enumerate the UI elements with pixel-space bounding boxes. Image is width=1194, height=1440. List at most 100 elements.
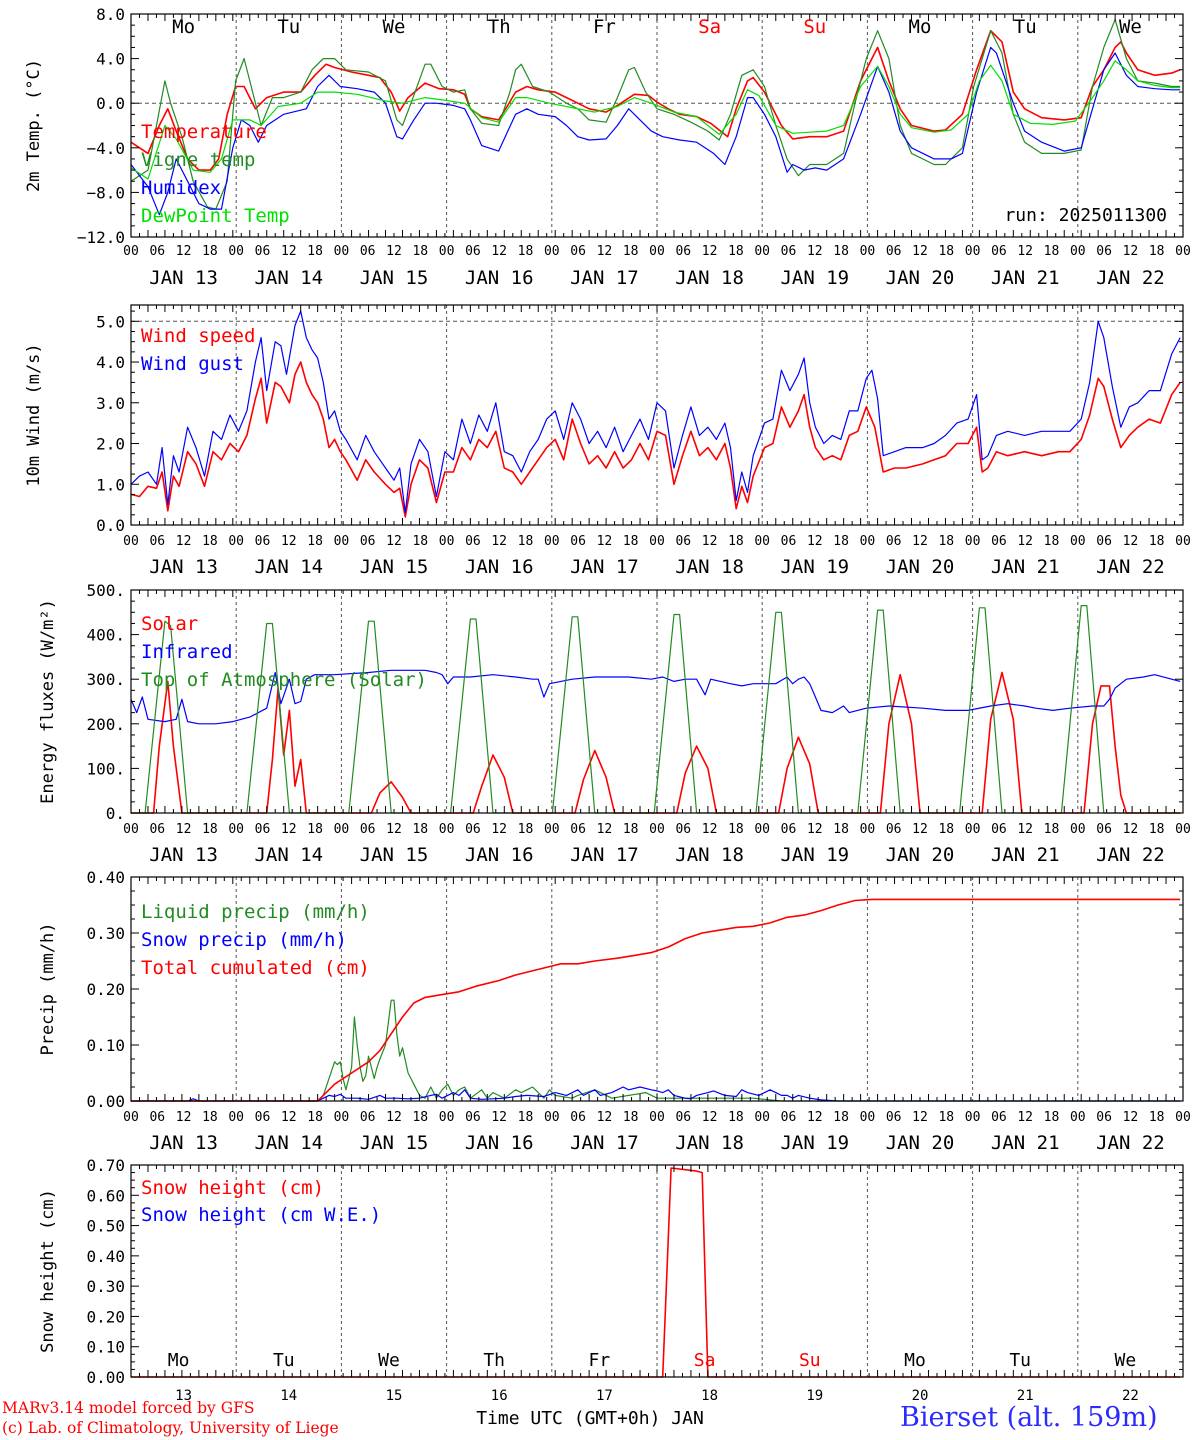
credit-line-1: MARv3.14 model forced by GFS — [2, 1399, 255, 1417]
y-tick-label: 0.60 — [86, 1186, 125, 1205]
series-line-dewpoint-temp — [130, 60, 1181, 180]
legend-entry: Liquid precip (mm/h) — [141, 901, 370, 923]
hour-tick-label: 18 — [202, 244, 218, 259]
hour-tick-label: 12 — [912, 244, 928, 259]
date-label: JAN 19 — [780, 556, 849, 578]
hour-tick-label: 18 — [623, 244, 639, 259]
date-label: JAN 19 — [780, 267, 849, 289]
date-label: JAN 20 — [886, 556, 955, 578]
hour-tick-label: 06 — [886, 244, 902, 259]
hour-tick-label: 12 — [491, 244, 507, 259]
hour-tick-label: 06 — [255, 822, 271, 837]
hour-tick-label: 06 — [675, 822, 691, 837]
hour-tick-label: 18 — [518, 244, 534, 259]
legend-entry: Temperature — [141, 121, 267, 143]
hour-tick-label: 06 — [886, 534, 902, 549]
date-label: JAN 16 — [465, 1132, 534, 1154]
hour-tick-label: 18 — [728, 244, 744, 259]
weekday-label: Fr — [593, 16, 616, 38]
plot-frame — [130, 13, 1184, 238]
hour-tick-label: 00 — [334, 822, 350, 837]
series-line-snow-height-cm — [131, 1167, 1181, 1378]
y-tick-label: 4.0 — [96, 353, 125, 372]
day-number-label: 13 — [175, 1388, 192, 1404]
hour-tick-label: 06 — [465, 534, 481, 549]
y-tick-label: 0.00 — [86, 1092, 125, 1111]
hour-tick-label: 00 — [1070, 822, 1086, 837]
weekday-label: Mo — [168, 1350, 190, 1371]
hour-tick-label: 18 — [728, 534, 744, 549]
date-label: JAN 22 — [1096, 267, 1165, 289]
hour-tick-label: 18 — [307, 534, 323, 549]
legend-entry: Wind speed — [141, 325, 255, 347]
hour-tick-label: 18 — [412, 244, 428, 259]
y-tick-label: 0.10 — [86, 1338, 125, 1357]
station-name: Bierset (alt. 159m) — [900, 1402, 1158, 1433]
hour-tick-label: 06 — [149, 1110, 165, 1125]
hour-tick-label: 12 — [807, 534, 823, 549]
date-label: JAN 21 — [991, 267, 1060, 289]
hour-tick-label: 00 — [860, 822, 876, 837]
hour-tick-label: 18 — [1044, 822, 1060, 837]
y-tick-label: 0.0 — [96, 94, 125, 113]
hour-tick-label: 06 — [360, 534, 376, 549]
hour-tick-label: 00 — [649, 822, 665, 837]
hour-tick-label: 12 — [1017, 534, 1033, 549]
hour-tick-label: 18 — [623, 822, 639, 837]
y-axis-label: 10m Wind (m/s) — [24, 343, 44, 486]
hour-tick-label: 12 — [702, 1110, 718, 1125]
legend-entry: DewPoint Temp — [141, 205, 290, 227]
hour-tick-label: 18 — [833, 822, 849, 837]
hour-tick-label: 06 — [991, 1110, 1007, 1125]
y-tick-label: 0.20 — [86, 980, 125, 999]
energy-panel: 0. 100. 200. 300. 400. 500. Energy fluxes (W/m… — [38, 581, 1191, 866]
y-tick-label: 1.0 — [96, 475, 125, 494]
date-label: JAN 13 — [149, 844, 218, 866]
hour-tick-label: 12 — [491, 1110, 507, 1125]
y-axis-label: 2m Temp. (°C) — [24, 59, 44, 192]
hour-tick-label: 12 — [597, 1110, 613, 1125]
wind-panel: 0.0 1.0 2.0 3.0 4.0 5.0 10m Wind (m/s) Wind spe… — [24, 304, 1191, 578]
y-axis-label: Snow height (cm) — [38, 1189, 58, 1353]
y-tick-label: 3.0 — [96, 394, 125, 413]
weekday-label: Mo — [904, 1350, 926, 1371]
y-tick-label: 4.0 — [96, 50, 125, 69]
hour-tick-label: 00 — [965, 822, 981, 837]
hour-tick-label: 18 — [1044, 1110, 1060, 1125]
date-label: JAN 17 — [570, 844, 639, 866]
hour-tick-label: 12 — [176, 244, 192, 259]
hour-tick-label: 00 — [649, 244, 665, 259]
legend-entry: Humidex — [141, 177, 221, 199]
weekday-label: Th — [483, 1350, 505, 1371]
date-label: JAN 14 — [254, 1132, 323, 1154]
hour-tick-label: 00 — [860, 244, 876, 259]
date-label: JAN 15 — [360, 556, 429, 578]
hour-tick-label: 00 — [754, 534, 770, 549]
y-tick-label: 300. — [86, 670, 125, 689]
hour-tick-label: 12 — [702, 244, 718, 259]
hour-tick-label: 18 — [1149, 1110, 1165, 1125]
date-label: JAN 15 — [360, 844, 429, 866]
day-number-label: 16 — [491, 1388, 508, 1404]
hour-tick-label: 00 — [754, 244, 770, 259]
date-label: JAN 18 — [675, 267, 744, 289]
hour-tick-label: 00 — [544, 534, 560, 549]
hour-tick-label: 00 — [965, 244, 981, 259]
date-label: JAN 18 — [675, 844, 744, 866]
day-number-label: 21 — [1017, 1388, 1034, 1404]
hour-tick-label: 18 — [307, 1110, 323, 1125]
day-number-label: 18 — [701, 1388, 718, 1404]
weekday-label: We — [378, 1350, 400, 1371]
y-tick-label: −12.0 — [77, 228, 125, 247]
hour-tick-label: 06 — [149, 244, 165, 259]
y-tick-label: 0. — [106, 804, 125, 823]
hour-tick-label: 12 — [912, 822, 928, 837]
hour-tick-label: 18 — [938, 244, 954, 259]
hour-tick-label: 12 — [1123, 534, 1139, 549]
hour-tick-label: 12 — [597, 822, 613, 837]
hour-tick-label: 18 — [833, 244, 849, 259]
hour-tick-label: 06 — [1096, 822, 1112, 837]
hour-tick-label: 06 — [1096, 534, 1112, 549]
y-tick-label: 500. — [86, 581, 125, 600]
weekday-label: Mo — [909, 16, 932, 38]
